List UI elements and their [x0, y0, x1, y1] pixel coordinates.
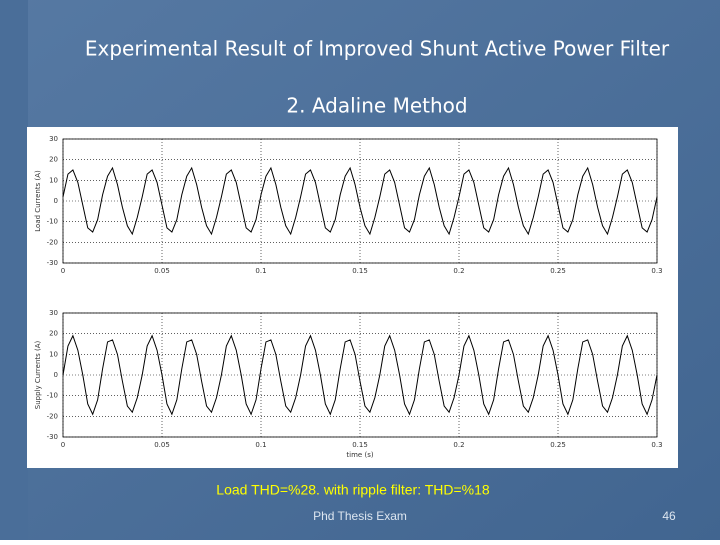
y-tick-label: -20: [47, 412, 58, 420]
x-tick-label: 0.2: [453, 267, 464, 275]
y-tick-label: 20: [49, 330, 58, 338]
y-tick-label: -30: [47, 259, 58, 267]
y-tick-label: 20: [49, 156, 58, 164]
y-tick-label: 0: [54, 371, 58, 379]
y-tick-label: -10: [47, 392, 58, 400]
x-tick-label: 0.1: [255, 267, 266, 275]
x-tick-label: 0.3: [651, 267, 662, 275]
footer: Phd Thesis Exam: [313, 509, 407, 523]
data-line: [62, 166, 658, 236]
page-number: 46: [662, 509, 676, 523]
x-tick-label: 0.15: [352, 441, 368, 449]
x-tick-label: 0.15: [352, 267, 368, 275]
y-axis-label: Supply Currents (A): [34, 340, 42, 409]
y-tick-label: 30: [49, 135, 58, 143]
y-tick-label: -20: [47, 238, 58, 246]
x-tick-label: 0.05: [154, 441, 170, 449]
y-axis-label: Load Currents (A): [34, 170, 42, 232]
y-tick-label: 30: [49, 309, 58, 317]
y-tick-label: 10: [49, 176, 58, 184]
x-tick-label: 0.2: [453, 441, 464, 449]
y-tick-label: -30: [47, 433, 58, 441]
side-stripe: [0, 0, 28, 540]
chart-panel: [27, 127, 678, 468]
x-tick-label: 0.3: [651, 441, 662, 449]
caption: Load THD=%28. with ripple filter: THD=%1…: [216, 482, 490, 498]
slide-subtitle: 2. Adaline Method: [286, 94, 467, 118]
x-tick-label: 0.1: [255, 441, 266, 449]
x-tick-label: 0: [61, 267, 65, 275]
x-tick-label: 0.25: [550, 267, 566, 275]
x-axis-label: time (s): [346, 451, 373, 459]
data-line: [62, 334, 658, 416]
x-tick-label: 0: [61, 441, 65, 449]
plot-frame: [62, 138, 658, 264]
y-tick-label: -10: [47, 218, 58, 226]
y-tick-label: 0: [54, 197, 58, 205]
x-tick-label: 0.05: [154, 267, 170, 275]
slide-title: Experimental Result of Improved Shunt Ac…: [85, 37, 670, 61]
y-tick-label: 10: [49, 350, 58, 358]
x-tick-label: 0.25: [550, 441, 566, 449]
